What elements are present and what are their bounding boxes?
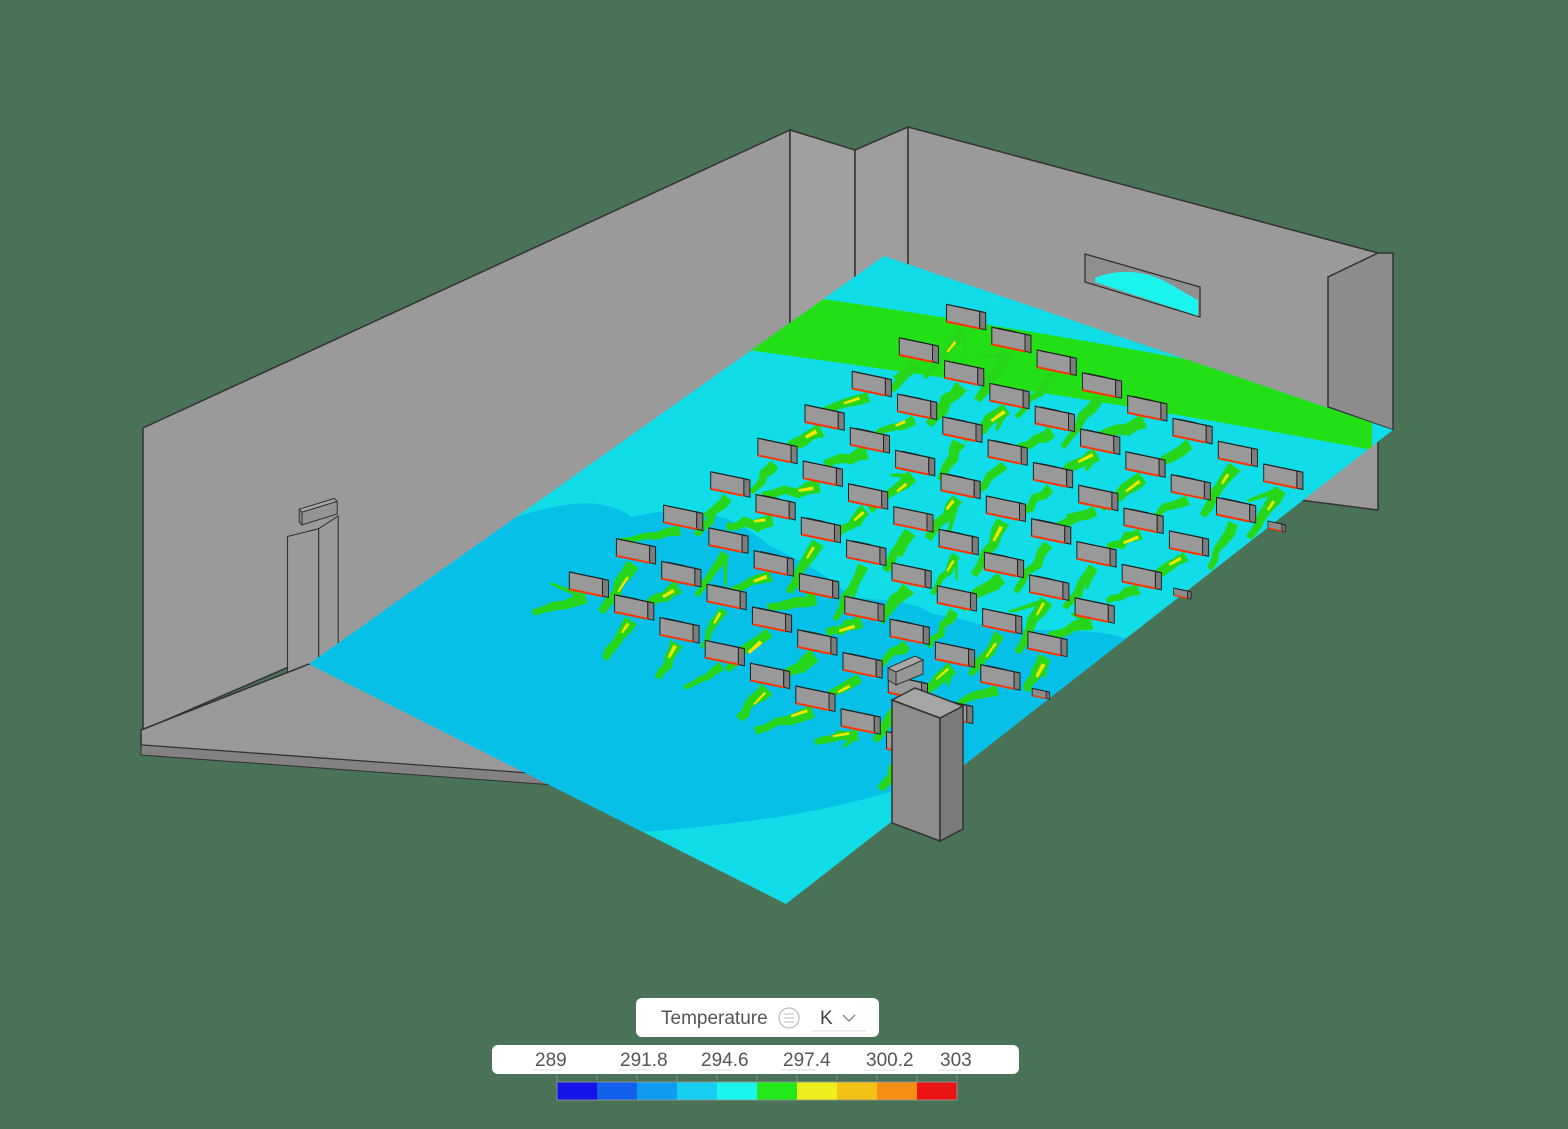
svg-text:297.4: 297.4 bbox=[783, 1050, 831, 1071]
svg-text:300.2: 300.2 bbox=[866, 1050, 914, 1071]
svg-text:303: 303 bbox=[940, 1050, 972, 1071]
svg-text:291.8: 291.8 bbox=[620, 1050, 668, 1071]
svg-text:K: K bbox=[820, 1008, 833, 1029]
svg-text:Temperature: Temperature bbox=[661, 1008, 768, 1029]
svg-text:289: 289 bbox=[535, 1050, 567, 1071]
svg-text:294.6: 294.6 bbox=[701, 1050, 749, 1071]
